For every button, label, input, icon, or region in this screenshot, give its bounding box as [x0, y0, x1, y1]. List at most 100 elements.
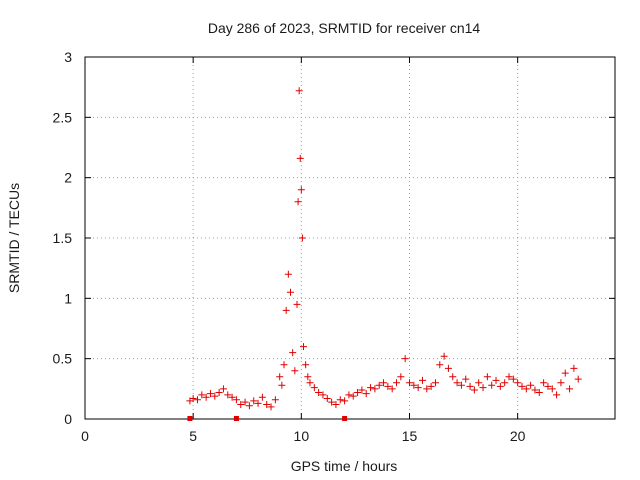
data-point: [323, 394, 331, 402]
data-point: [298, 234, 306, 242]
data-point: [193, 396, 201, 404]
data-point: [410, 381, 418, 389]
data-point: [211, 392, 219, 400]
data-point: [418, 376, 426, 384]
data-point: [224, 391, 232, 399]
data-point: [501, 379, 509, 387]
x-tick-label: 20: [510, 428, 526, 444]
data-point: [371, 385, 379, 393]
data-point: [453, 379, 461, 387]
data-point: [267, 403, 275, 411]
data-point: [237, 401, 245, 409]
data-point: [280, 361, 288, 369]
data-point: [561, 369, 569, 377]
data-point: [492, 376, 500, 384]
data-point: [367, 384, 375, 392]
data-point: [427, 382, 435, 390]
data-point: [233, 416, 239, 421]
data-points: [186, 87, 582, 421]
data-point: [310, 384, 318, 392]
data-point: [278, 381, 286, 389]
data-point: [462, 375, 470, 383]
data-point: [548, 385, 556, 393]
data-point: [306, 379, 314, 387]
data-point: [254, 399, 262, 407]
data-point: [449, 373, 457, 381]
chart-title: Day 286 of 2023, SRMTID for receiver cn1…: [208, 20, 481, 36]
x-tick-label: 10: [294, 428, 310, 444]
data-point: [397, 373, 405, 381]
data-point: [245, 402, 253, 410]
data-point: [393, 379, 401, 387]
data-point: [295, 87, 303, 95]
data-point: [341, 397, 349, 405]
data-point: [505, 373, 513, 381]
y-tick-labels: 0 0.5 1 1.5 2 2.5 3: [53, 49, 73, 427]
data-point: [557, 379, 565, 387]
data-point: [289, 349, 297, 357]
data-point: [570, 364, 578, 372]
data-point: [522, 385, 530, 393]
data-point: [302, 361, 310, 369]
data-point: [241, 398, 249, 406]
y-tick-label: 0: [64, 411, 72, 427]
data-point: [358, 386, 366, 394]
data-point: [483, 373, 491, 381]
data-point: [294, 198, 302, 206]
y-tick-label: 3: [64, 49, 72, 65]
data-point: [296, 154, 304, 162]
y-axis-label: SRMTID / TECUs: [6, 183, 22, 293]
data-point: [202, 393, 210, 401]
data-point: [531, 386, 539, 394]
data-point: [431, 379, 439, 387]
x-axis-label: GPS time / hours: [291, 458, 398, 474]
data-point: [414, 384, 422, 392]
data-point: [535, 388, 543, 396]
data-point: [466, 382, 474, 390]
data-point: [187, 416, 193, 421]
axis-ticks: [84, 56, 615, 420]
data-point: [380, 379, 388, 387]
data-point: [527, 381, 535, 389]
data-point: [284, 270, 292, 278]
data-point: [332, 401, 340, 409]
data-point: [336, 396, 344, 404]
data-point: [293, 300, 301, 308]
data-point: [349, 392, 357, 400]
data-point: [475, 379, 483, 387]
x-tick-label: 5: [189, 428, 197, 444]
data-point: [375, 381, 383, 389]
y-tick-label: 2.5: [53, 109, 73, 125]
data-point: [436, 361, 444, 369]
data-point: [457, 381, 465, 389]
data-point: [297, 186, 305, 194]
data-point: [479, 384, 487, 392]
data-point: [219, 385, 227, 393]
y-tick-label: 1: [64, 290, 72, 306]
data-point: [299, 343, 307, 351]
data-point: [553, 391, 561, 399]
data-point: [423, 385, 431, 393]
data-point: [276, 373, 284, 381]
data-point: [488, 381, 496, 389]
data-point: [287, 288, 295, 296]
data-point: [328, 398, 336, 406]
data-point: [540, 379, 548, 387]
grid-lines: [85, 57, 615, 419]
data-point: [509, 375, 517, 383]
data-point: [198, 391, 206, 399]
data-point: [574, 375, 582, 383]
data-point: [282, 306, 290, 314]
data-point: [228, 393, 236, 401]
data-point: [384, 382, 392, 390]
data-point: [319, 391, 327, 399]
data-point: [291, 367, 299, 375]
data-point: [444, 364, 452, 372]
x-tick-labels: 0 5 10 15 20: [81, 428, 526, 444]
data-point: [388, 385, 396, 393]
y-tick-label: 2: [64, 170, 72, 186]
data-point: [518, 382, 526, 390]
data-point: [362, 390, 370, 398]
data-point: [342, 416, 348, 421]
